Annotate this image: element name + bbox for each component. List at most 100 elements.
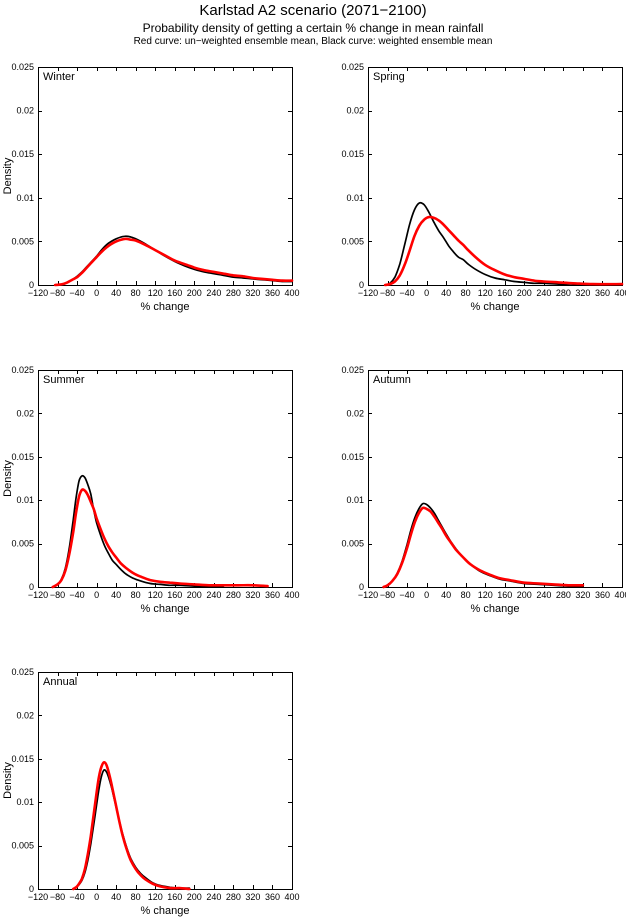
autumn-x-tick-labels: −120−80 −40 0 40 80 120 160 200 240 280 320 360 400 [358,590,626,600]
figure-note: Red curve: un−weighted ensemble mean, Bl… [133,36,493,47]
svg-text:−40: −40 [69,288,84,298]
svg-text:120: 120 [478,590,493,600]
svg-text:0.025: 0.025 [11,365,34,375]
svg-text:80: 80 [131,892,141,902]
svg-text:0.02: 0.02 [346,106,364,116]
svg-text:−80: −80 [50,590,65,600]
svg-text:360: 360 [265,892,280,902]
svg-text:160: 160 [497,590,512,600]
svg-text:0: 0 [94,590,99,600]
figure-title: Karlstad A2 scenario (2071−2100) [199,2,427,19]
svg-text:−80: −80 [380,288,395,298]
autumn-plot-box [368,370,623,588]
svg-text:0: 0 [359,582,364,592]
svg-text:0: 0 [29,280,34,290]
svg-text:0.02: 0.02 [16,106,34,116]
svg-text:0.005: 0.005 [341,539,364,549]
annual-red-curve [71,760,191,891]
svg-text:200: 200 [187,590,202,600]
svg-text:0: 0 [29,884,34,894]
svg-text:0: 0 [94,892,99,902]
winter-xlabel: % change [141,301,190,313]
summer-plot-box [38,370,293,588]
winter-y-tick-labels: 0 0.005 0.01 0.015 0.02 0.025 [11,62,34,290]
svg-text:40: 40 [111,590,121,600]
summer-season-label: Summer [43,374,85,386]
subplot-winter: −120 −80 −40 0 40 80 120 160 200 240 280 320 360 400 0… [2,62,300,313]
svg-text:320: 320 [245,892,260,902]
svg-text:280: 280 [556,288,571,298]
svg-text:400: 400 [614,590,626,600]
svg-text:0.015: 0.015 [341,149,364,159]
svg-text:−120: −120 [358,590,378,600]
winter-plot-box [38,67,293,286]
spring-y-tick-labels: 0 0.005 0.01 0.015 0.02 0.025 [341,62,364,290]
winter-x-tick-labels: −120 −80 −40 0 40 80 120 160 200 240 280 320 360 400 [28,288,300,298]
svg-text:280: 280 [226,892,241,902]
svg-text:80: 80 [131,288,141,298]
svg-text:−120: −120 [28,892,48,902]
svg-text:320: 320 [575,590,590,600]
svg-text:0: 0 [29,582,34,592]
svg-text:0.025: 0.025 [11,62,34,72]
subplot-spring: −120 −80 −40 0 40 80 120 160 200 240 280 320 360 40 0 0… [341,62,626,313]
svg-text:0.01: 0.01 [346,193,364,203]
annual-xlabel: % change [141,905,190,917]
svg-text:0: 0 [424,590,429,600]
summer-tick-marks [38,370,293,588]
autumn-xlabel: % change [471,603,520,615]
annual-plot-box [38,672,293,890]
svg-text:240: 240 [536,288,551,298]
spring-plot-box [368,67,623,286]
svg-text:−40: −40 [69,892,84,902]
svg-text:200: 200 [517,288,532,298]
autumn-red-curve [382,506,585,589]
svg-text:280: 280 [226,288,241,298]
svg-text:240: 240 [206,892,221,902]
svg-text:360: 360 [595,590,610,600]
summer-ylabel: Density [2,460,14,497]
svg-text:240: 240 [206,590,221,600]
svg-text:−80: −80 [380,590,395,600]
svg-text:160: 160 [167,892,182,902]
svg-text:0: 0 [94,288,99,298]
svg-text:240: 240 [206,288,221,298]
annual-y-tick-labels: 0 0.005 0.01 0.015 0.02 0.025 [11,667,34,894]
subplot-autumn: −120 −80 −40 0 40 80 120 160 200 240 280 320 360 40 0 0… [341,365,626,615]
summer-xlabel: % change [141,603,190,615]
svg-text:0: 0 [359,280,364,290]
svg-text:0.015: 0.015 [11,452,34,462]
summer-y-tick-labels: 0 0.005 0.01 0.015 0.02 0.025 [11,365,34,592]
svg-text:0.02: 0.02 [16,408,34,418]
svg-text:40: 40 [111,288,121,298]
svg-text:120: 120 [148,892,163,902]
svg-text:200: 200 [517,590,532,600]
svg-text:160: 160 [167,288,182,298]
summer-red-curve [51,488,269,589]
spring-tick-marks [368,67,623,286]
spring-black-curve [384,201,623,286]
spring-red-curve [383,215,624,287]
svg-text:80: 80 [461,590,471,600]
svg-text:−120: −120 [358,288,378,298]
annual-x-tick-labels: −120 −80 −40 0 40 80 120 160 200 240 280 320 360 400 [28,892,300,902]
svg-text:0.025: 0.025 [341,365,364,375]
figure-subtitle: Probability density of getting a certain… [142,21,484,35]
svg-text:280: 280 [556,590,571,600]
svg-text:−40: −40 [399,288,414,298]
svg-text:200: 200 [187,892,202,902]
summer-black-curve [51,474,225,588]
svg-text:0.015: 0.015 [341,452,364,462]
svg-text:360: 360 [595,288,610,298]
svg-text:120: 120 [148,288,163,298]
svg-text:0.015: 0.015 [11,149,34,159]
annual-tick-marks [38,672,293,890]
svg-text:0: 0 [424,288,429,298]
svg-text:40: 40 [441,288,451,298]
svg-text:0.005: 0.005 [341,236,364,246]
spring-x-tick-labels: −120−80 −40 0 40 80 120 160 200 240 280 320 360 400 [358,288,626,298]
svg-text:120: 120 [148,590,163,600]
svg-text:360: 360 [265,288,280,298]
svg-text:0.01: 0.01 [346,495,364,505]
